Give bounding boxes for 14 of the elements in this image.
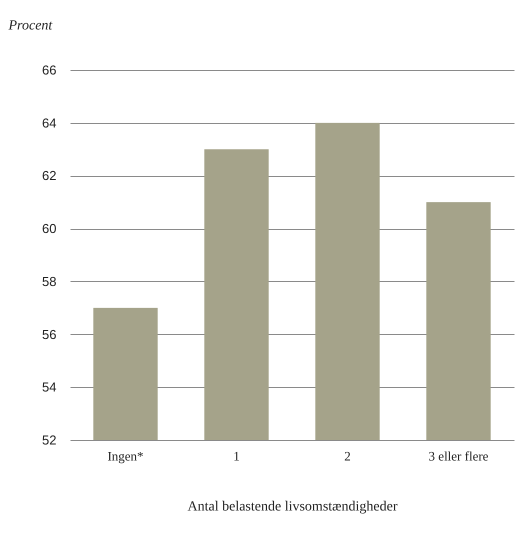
y-tick-label: 62	[42, 168, 56, 184]
x-tick-label: Ingen*	[107, 448, 144, 464]
x-axis-title: Antal belastende livsomstændigheder	[188, 500, 398, 514]
x-tick-label: 2	[344, 448, 351, 464]
y-tick-label: 60	[42, 221, 56, 236]
x-tick-label: 3 eller flere	[428, 448, 489, 464]
y-tick-label: 58	[42, 274, 56, 289]
y-tick-label: 64	[42, 115, 56, 130]
x-tick-label: 1	[233, 448, 240, 464]
y-tick-label: 52	[42, 432, 56, 448]
y-tick-label: 66	[42, 62, 56, 78]
y-tick-label: 56	[42, 326, 56, 342]
y-axis-title: Procent	[8, 18, 54, 34]
y-tick-label: 54	[42, 380, 56, 395]
